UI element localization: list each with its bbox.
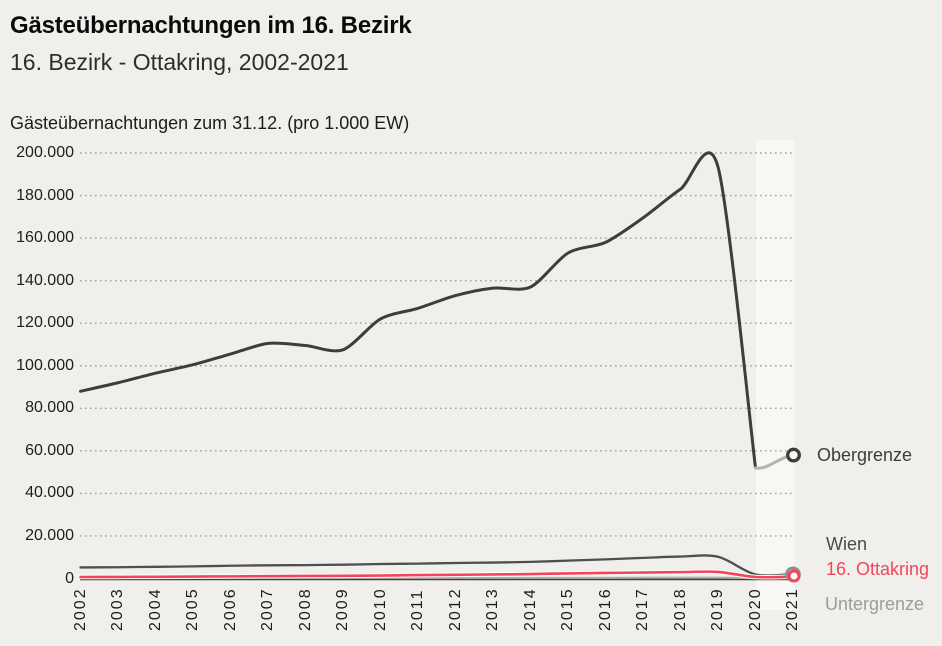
x-tick-label: 2013 — [484, 587, 501, 631]
y-tick-label: 140.000 — [16, 271, 74, 289]
x-tick-label: 2009 — [334, 587, 351, 631]
obergrenze-end-marker — [786, 447, 801, 463]
chart-title: Gästeübernachtungen im 16. Bezirk — [10, 12, 412, 39]
x-tick-label: 2010 — [371, 587, 389, 631]
wien-line — [79, 554, 795, 577]
x-tick-label: 2019 — [709, 587, 726, 631]
x-tick-label: 2007 — [259, 587, 276, 631]
x-tick-label: 2003 — [109, 587, 126, 631]
x-tick-label: 2018 — [671, 587, 689, 631]
y-tick-label: 100.000 — [16, 356, 74, 374]
x-tick-label: 2012 — [446, 587, 464, 631]
legend-wien: Wien — [826, 534, 868, 554]
x-tick-label: 2002 — [71, 587, 89, 631]
y-tick-label: 180.000 — [16, 186, 74, 204]
y-tick-label: 40.000 — [25, 484, 74, 502]
x-tick-label: 2017 — [634, 587, 651, 631]
y-tick-label: 80.000 — [25, 399, 74, 417]
x-tick-label: 2021 — [784, 587, 801, 631]
y-tick-label: 0 — [65, 569, 74, 587]
y-tick-label: 120.000 — [16, 314, 74, 332]
obergrenze-line — [79, 151, 757, 470]
x-tick-label: 2011 — [409, 588, 426, 631]
y-tick-label: 160.000 — [16, 229, 74, 247]
ottakring-line — [79, 570, 795, 579]
legend-obergrenze: Obergrenze — [817, 445, 913, 465]
x-tick-label: 2005 — [184, 587, 201, 631]
x-tick-label: 2006 — [221, 587, 239, 631]
y-tick-label: 20.000 — [25, 526, 74, 544]
x-tick-label: 2016 — [596, 587, 614, 631]
x-tick-label: 2008 — [296, 587, 314, 631]
x-tick-label: 2020 — [746, 587, 764, 631]
legend-ottakring: 16. Ottakring — [826, 559, 930, 579]
y-tick-label: 200.000 — [16, 144, 74, 161]
x-tick-label: 2015 — [559, 587, 576, 631]
highlight-band-2020-2021 — [756, 140, 795, 610]
x-tick-label: 2004 — [146, 587, 164, 631]
y-axis-title: Gästeübernachtungen zum 31.12. (pro 1.00… — [10, 113, 410, 133]
ottakring-end-marker — [787, 569, 801, 583]
legend-untergrenze: Untergrenze — [825, 594, 925, 614]
x-tick-label: 2014 — [521, 587, 539, 631]
chart-subtitle: 16. Bezirk - Ottakring, 2002-2021 — [10, 49, 349, 75]
y-tick-label: 60.000 — [25, 441, 74, 459]
